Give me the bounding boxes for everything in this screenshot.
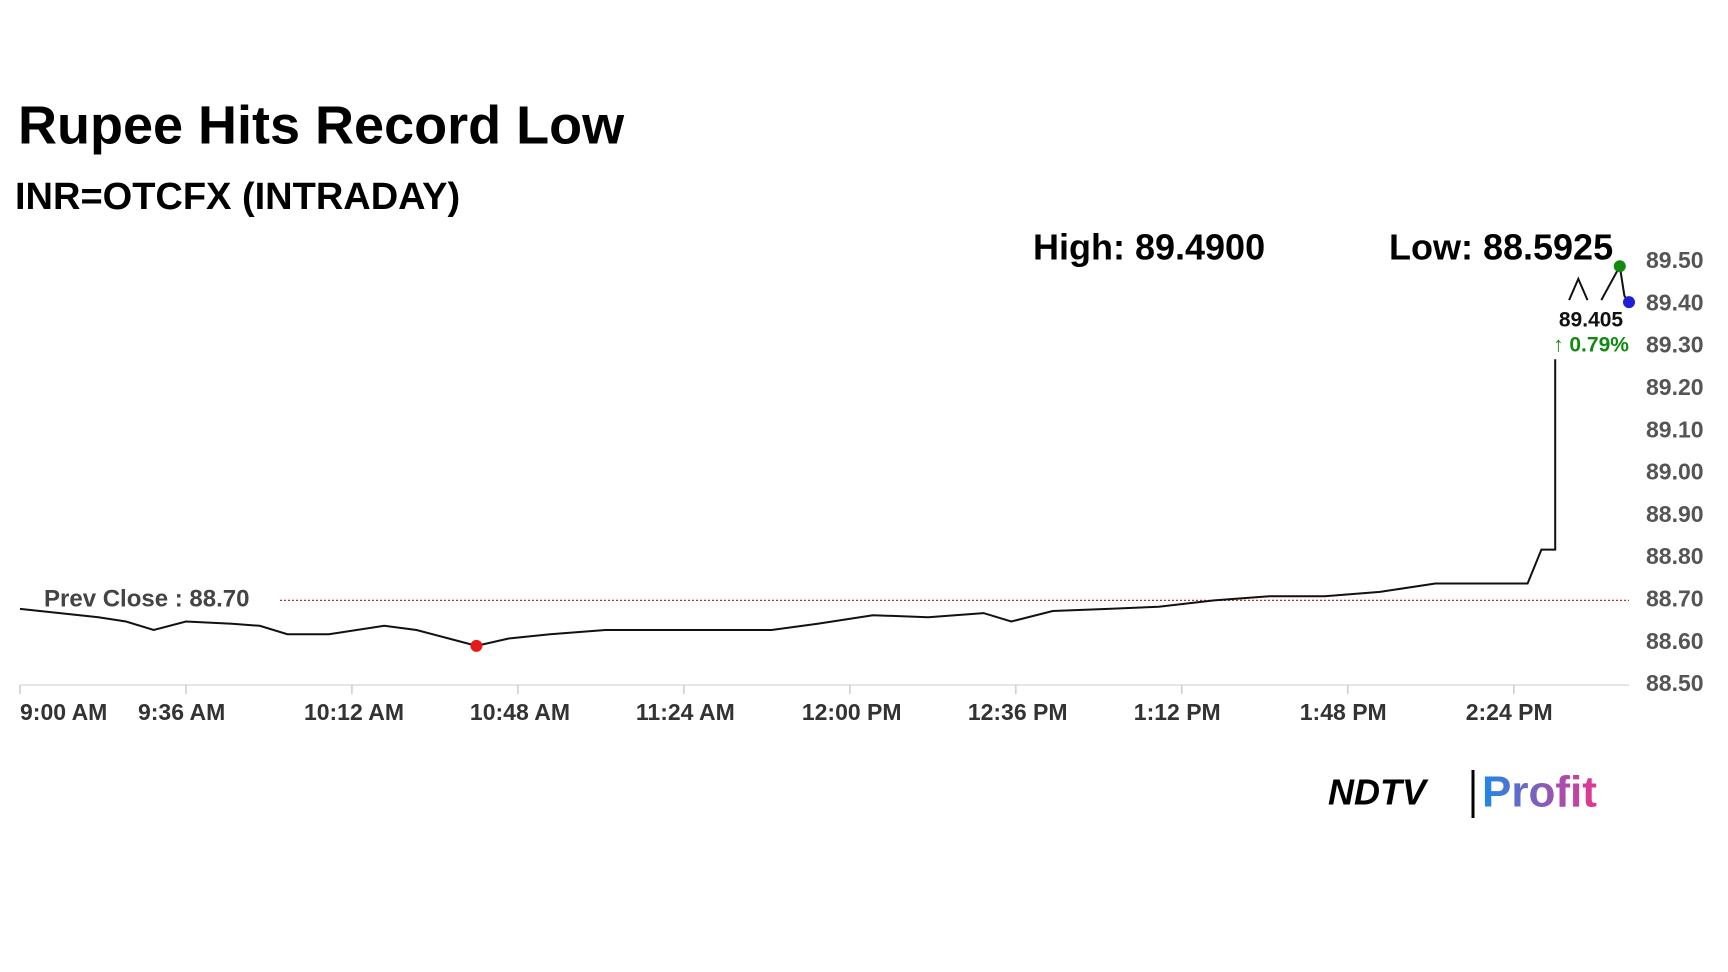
- x-tick-label: 1:48 PM: [1300, 699, 1387, 725]
- logo-profit: Profit: [1482, 768, 1597, 817]
- x-tick-label: 11:24 AM: [636, 699, 735, 725]
- chart-subtitle: INR=OTCFX (INTRADAY): [15, 176, 460, 218]
- y-tick-label: 88.80: [1646, 543, 1704, 569]
- x-tick-label: 1:12 PM: [1134, 699, 1221, 725]
- high-marker: [1613, 260, 1626, 273]
- y-tick-label: 88.50: [1646, 670, 1704, 696]
- x-tick-label: 2:24 PM: [1466, 699, 1553, 725]
- y-tick-label: 89.00: [1646, 459, 1704, 485]
- price-line: [19, 263, 1630, 647]
- last-value: 89.405: [1559, 309, 1624, 332]
- change-label: ↑ 0.79%: [1553, 334, 1629, 357]
- chart-title: Rupee Hits Record Low: [18, 95, 625, 155]
- logo: NDTV Profit: [1328, 768, 1597, 818]
- x-tick-label: 9:36 AM: [138, 699, 225, 725]
- prev-close-label: Prev Close : 88.70: [44, 586, 249, 613]
- x-tick-label: 10:12 AM: [304, 699, 404, 725]
- y-tick-label: 89.10: [1646, 416, 1704, 442]
- y-tick-label: 88.70: [1646, 585, 1704, 611]
- x-tick-label: 10:48 AM: [470, 699, 570, 725]
- low-marker: [470, 639, 483, 652]
- last-marker: [1623, 296, 1635, 309]
- y-tick-label: 89.20: [1646, 374, 1704, 400]
- logo-ndtv: NDTV: [1328, 772, 1429, 813]
- y-tick-label: 89.30: [1646, 332, 1704, 358]
- low-label: Low: 88.5925: [1389, 227, 1613, 268]
- y-tick-label: 89.40: [1646, 289, 1704, 315]
- x-tick-label: 12:36 PM: [968, 699, 1068, 725]
- high-label: High: 89.4900: [1033, 227, 1265, 268]
- y-tick-label: 88.90: [1646, 501, 1704, 527]
- y-tick-label: 88.60: [1646, 628, 1704, 654]
- x-tick-label: 9:00 AM: [20, 699, 107, 725]
- x-tick-label: 12:00 PM: [802, 699, 902, 725]
- y-tick-label: 89.50: [1646, 247, 1704, 273]
